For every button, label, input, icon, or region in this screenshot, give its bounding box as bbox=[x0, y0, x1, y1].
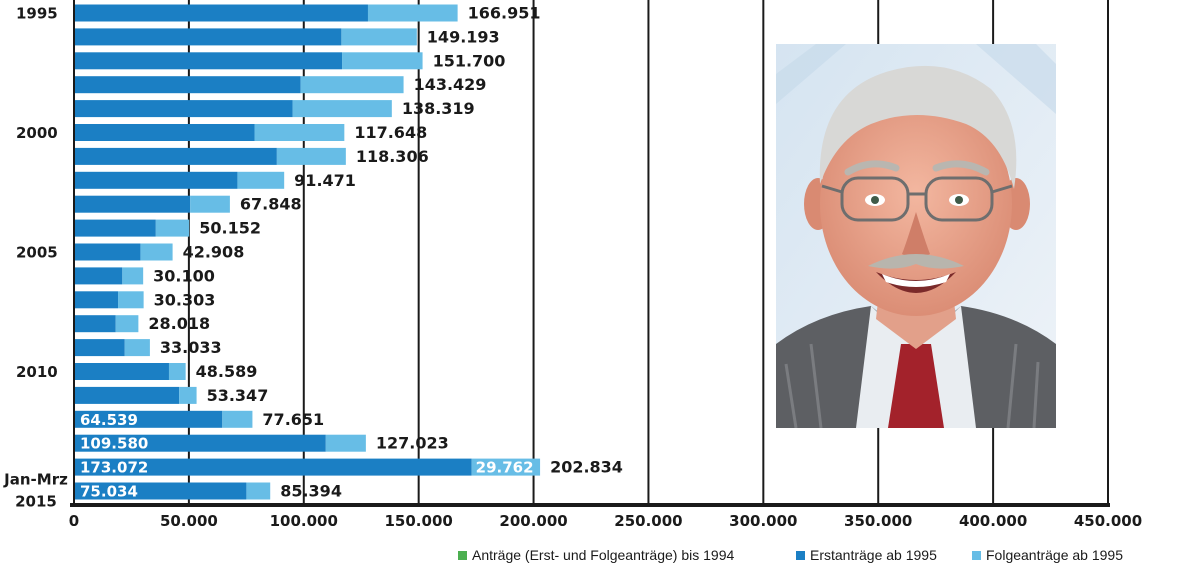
x-tick-label: 50.000 bbox=[160, 512, 218, 530]
bar-total-label: 30.303 bbox=[154, 290, 216, 309]
legend-swatch bbox=[458, 551, 467, 560]
bar-inner-label: 109.580 bbox=[80, 435, 148, 453]
x-tick-label: 100.000 bbox=[270, 512, 338, 530]
x-tick-label: 0 bbox=[69, 512, 79, 530]
bar-total-label: 28.018 bbox=[148, 314, 210, 333]
bar-total-label: 118.306 bbox=[356, 147, 429, 166]
bar-segment bbox=[74, 28, 342, 46]
bar-segment bbox=[74, 410, 223, 428]
bar-segment bbox=[140, 243, 173, 261]
y-tick-label: Jan-Mrz bbox=[3, 471, 68, 489]
bar-segment bbox=[367, 4, 458, 22]
bar-segment bbox=[168, 363, 186, 380]
y-tick-label: 1995 bbox=[16, 5, 58, 23]
bar-total-label: 42.908 bbox=[183, 243, 245, 262]
x-tick-label: 350.000 bbox=[844, 512, 912, 530]
bar-segment bbox=[237, 171, 285, 189]
bar-segment bbox=[74, 291, 119, 309]
bar-segment bbox=[74, 147, 277, 165]
bar-segment bbox=[74, 339, 125, 357]
bar-segment bbox=[74, 458, 472, 476]
bar-total-label: 143.429 bbox=[414, 75, 487, 94]
bar-inner-label: 64.539 bbox=[80, 411, 138, 429]
bar-segment bbox=[74, 315, 116, 333]
bar-segment bbox=[342, 52, 423, 70]
bar-segment bbox=[222, 410, 253, 428]
bar-segment bbox=[115, 315, 139, 333]
x-tick-label: 450.000 bbox=[1074, 512, 1142, 530]
bar-segment bbox=[74, 171, 238, 189]
y-tick-label: 2000 bbox=[16, 124, 58, 142]
legend-label: Folgeanträge ab 1995 bbox=[986, 547, 1123, 563]
y-tick-label: 2010 bbox=[16, 363, 58, 381]
bar-total-label: 202.834 bbox=[550, 458, 623, 477]
bar-segment bbox=[190, 195, 230, 213]
bar-total-label: 149.193 bbox=[427, 27, 500, 46]
bar-segment bbox=[74, 243, 141, 261]
bar-total-label: 85.394 bbox=[280, 482, 342, 501]
bar-segment bbox=[155, 219, 190, 237]
portrait-photo bbox=[776, 44, 1056, 428]
bar-segment bbox=[325, 434, 366, 452]
y-tick-label: 2015 bbox=[15, 493, 57, 511]
bar-segment bbox=[254, 124, 345, 141]
bar-segment bbox=[300, 76, 404, 94]
bar-segment bbox=[292, 100, 392, 118]
bar-segment bbox=[74, 363, 169, 380]
bar-segment bbox=[74, 195, 191, 213]
x-tick-label: 150.000 bbox=[385, 512, 453, 530]
bar-segment bbox=[74, 76, 301, 94]
bar-segment bbox=[471, 458, 541, 476]
bar-total-label: 33.033 bbox=[160, 338, 222, 357]
bar-total-label: 138.319 bbox=[402, 99, 475, 118]
y-axis-labels: 1995 2000 2005 2010 Jan-Mrz 2015 bbox=[3, 5, 68, 511]
bar-total-label: 117.648 bbox=[354, 123, 427, 142]
legend-label: Anträge (Erst- und Folgeanträge) bis 199… bbox=[472, 547, 734, 563]
bar-segment bbox=[74, 482, 247, 500]
bar-segment bbox=[74, 267, 123, 285]
bar-segment bbox=[74, 4, 368, 22]
bar-total-label: 50.152 bbox=[199, 219, 261, 238]
legend: Anträge (Erst- und Folgeanträge) bis 199… bbox=[458, 547, 1123, 563]
bar-inner-label: 75.034 bbox=[80, 483, 138, 501]
bar-segment bbox=[179, 386, 197, 404]
legend-label: Erstanträge ab 1995 bbox=[810, 547, 937, 563]
bar-segment bbox=[74, 100, 293, 118]
bar-total-label: 67.848 bbox=[240, 195, 302, 214]
y-tick-label: 2005 bbox=[16, 244, 58, 262]
x-tick-label: 400.000 bbox=[959, 512, 1027, 530]
bar-segment bbox=[74, 386, 180, 404]
legend-swatch bbox=[796, 551, 805, 560]
bar-segment bbox=[122, 267, 144, 285]
bar-segment bbox=[246, 482, 271, 500]
bar-total-label: 91.471 bbox=[294, 171, 356, 190]
bar-segment bbox=[74, 219, 156, 237]
bar-total-label: 77.651 bbox=[262, 410, 324, 429]
bar-segment bbox=[74, 124, 255, 141]
bar-total-label: 166.951 bbox=[468, 4, 541, 23]
bar-total-label: 127.023 bbox=[376, 434, 449, 453]
bar-inner-label: 29.762 bbox=[476, 459, 534, 477]
bar-total-label: 30.100 bbox=[153, 266, 215, 285]
bar-inner-label: 173.072 bbox=[80, 459, 148, 477]
bar-total-label: 53.347 bbox=[207, 386, 269, 405]
x-tick-label: 200.000 bbox=[499, 512, 567, 530]
bar-total-label: 48.589 bbox=[196, 362, 258, 381]
x-axis: 0 50.000 100.000 150.000 200.000 250.000 300.0… bbox=[69, 0, 1142, 530]
x-tick-label: 300.000 bbox=[729, 512, 797, 530]
bar-segment bbox=[276, 147, 346, 165]
bar-labels: 166.951 149.193 151.700 143.429 138.319 117.6… bbox=[80, 4, 623, 501]
bar-segment bbox=[341, 28, 417, 46]
bar-segment bbox=[74, 434, 326, 452]
bar-total-label: 151.700 bbox=[433, 51, 506, 70]
legend-swatch bbox=[972, 551, 981, 560]
bar-segment bbox=[118, 291, 144, 309]
bar-segment bbox=[124, 339, 150, 357]
bars bbox=[74, 4, 541, 500]
x-tick-label: 250.000 bbox=[614, 512, 682, 530]
bar-segment bbox=[74, 52, 343, 70]
